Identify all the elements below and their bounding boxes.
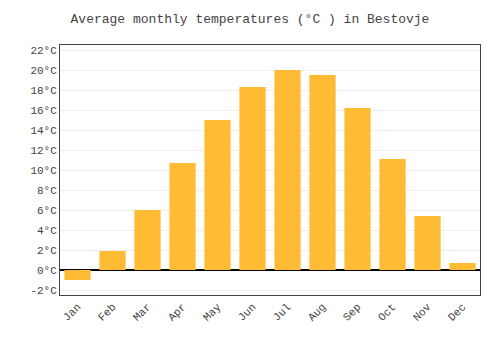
svg-text:Jun: Jun — [236, 301, 258, 323]
svg-text:Nov: Nov — [411, 301, 434, 324]
svg-text:20°C: 20°C — [30, 65, 57, 77]
svg-text:2°C: 2°C — [37, 245, 57, 257]
svg-text:0°C: 0°C — [37, 265, 57, 277]
svg-text:Feb: Feb — [96, 301, 118, 323]
svg-text:-2°C: -2°C — [30, 285, 57, 297]
svg-text:Oct: Oct — [376, 301, 398, 323]
svg-text:Jul: Jul — [271, 301, 293, 323]
svg-text:Mar: Mar — [131, 301, 153, 323]
svg-text:14°C: 14°C — [30, 125, 57, 137]
svg-text:18°C: 18°C — [30, 85, 57, 97]
svg-text:16°C: 16°C — [30, 105, 57, 117]
svg-text:12°C: 12°C — [30, 145, 57, 157]
svg-text:4°C: 4°C — [37, 225, 57, 237]
svg-text:10°C: 10°C — [30, 165, 57, 177]
svg-text:22°C: 22°C — [30, 45, 57, 57]
svg-text:6°C: 6°C — [37, 205, 57, 217]
svg-text:Average monthly temperatures (: Average monthly temperatures (°C ) in Be… — [71, 12, 430, 27]
svg-text:8°C: 8°C — [37, 185, 57, 197]
svg-text:May: May — [201, 301, 224, 324]
svg-text:Jan: Jan — [61, 301, 83, 323]
svg-text:Dec: Dec — [446, 301, 468, 323]
svg-text:Aug: Aug — [306, 301, 328, 323]
svg-text:Sep: Sep — [341, 301, 363, 323]
svg-text:Apr: Apr — [166, 301, 188, 323]
